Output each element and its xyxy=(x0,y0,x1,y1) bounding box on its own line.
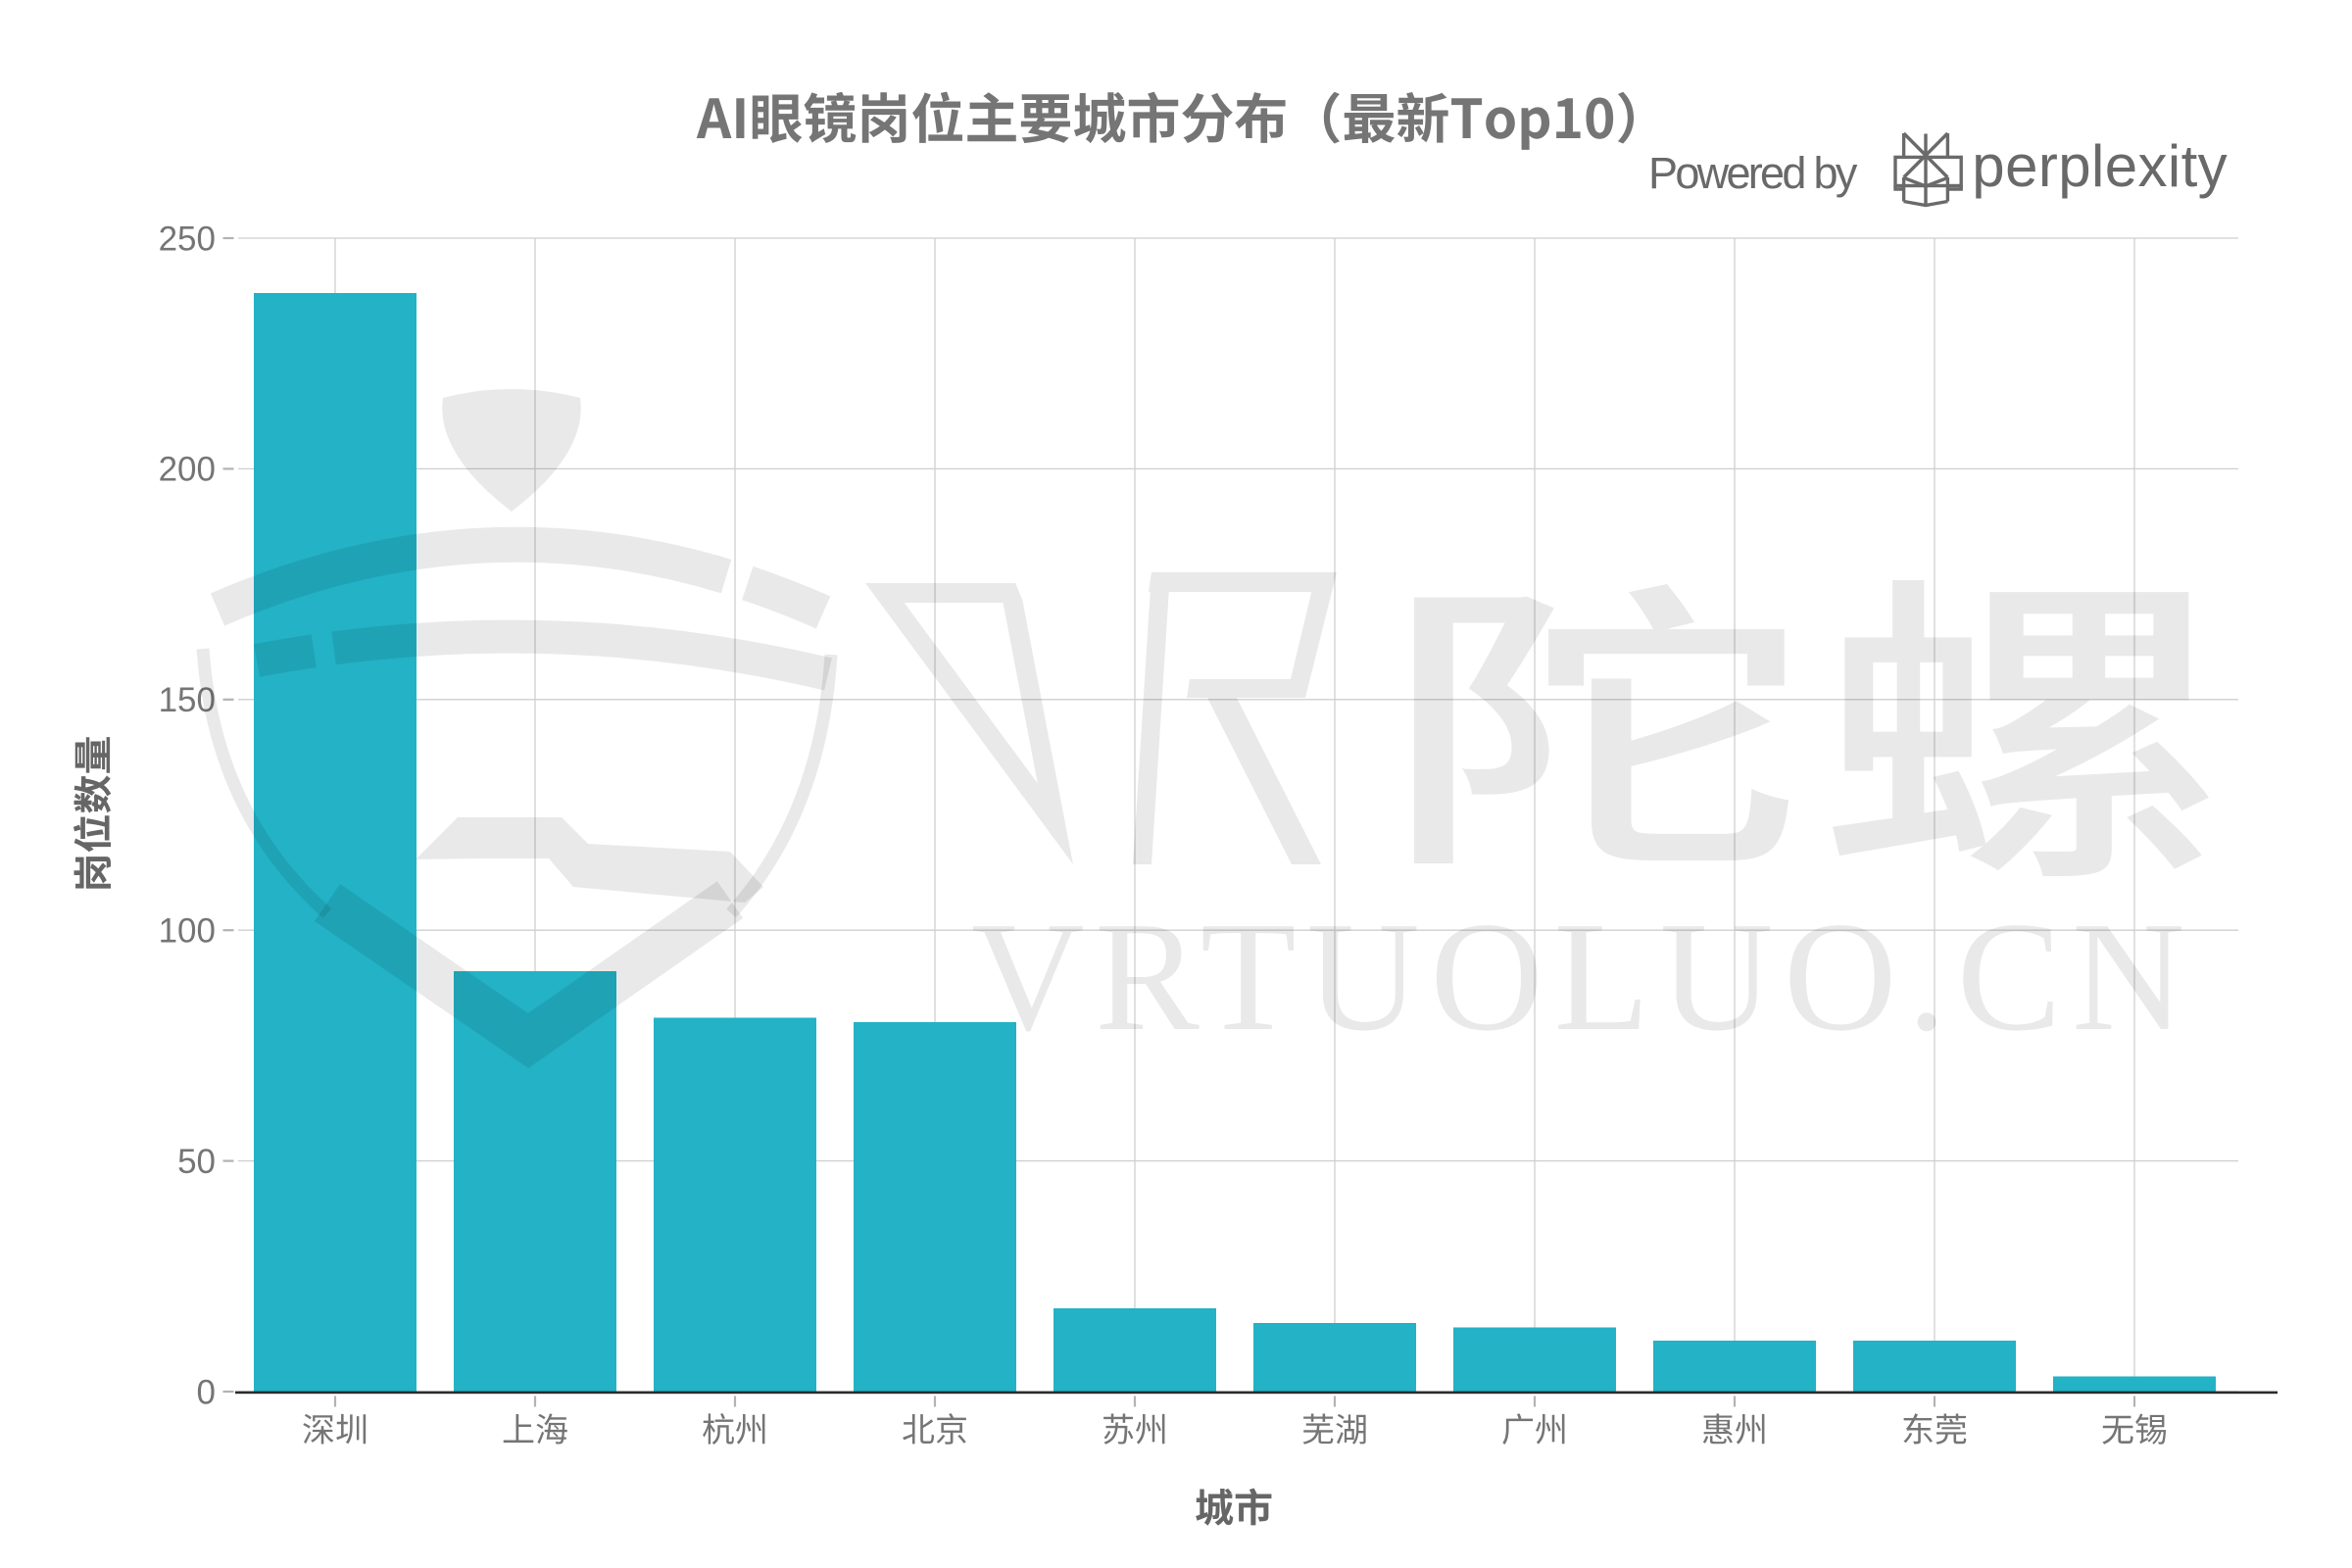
svg-text:VRTUOLUO.CN: VRTUOLUO.CN xyxy=(971,889,2195,1063)
svg-text:200: 200 xyxy=(159,451,216,489)
svg-text:perplexity: perplexity xyxy=(1972,133,2228,199)
svg-text:100: 100 xyxy=(159,912,216,951)
svg-text:150: 150 xyxy=(159,681,216,719)
svg-text:Powered by: Powered by xyxy=(1648,148,1858,198)
svg-text:50: 50 xyxy=(177,1143,216,1181)
svg-text:250: 250 xyxy=(159,220,216,258)
svg-text:0: 0 xyxy=(197,1373,216,1411)
